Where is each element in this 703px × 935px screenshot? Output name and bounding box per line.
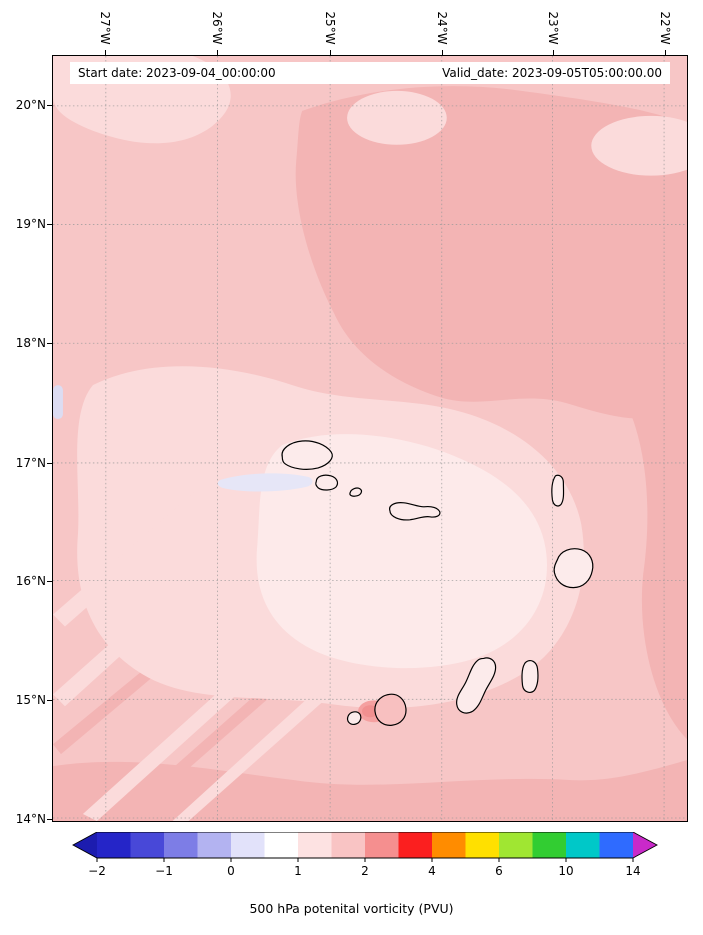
axis-tick xyxy=(47,819,52,820)
valid-date-label: Valid_date: 2023-09-05T05:00:00.00 xyxy=(442,66,662,80)
lon-label: 25°W xyxy=(323,11,337,45)
axis-tick xyxy=(665,50,666,55)
lon-label: 27°W xyxy=(98,11,112,45)
pv-lowest-region xyxy=(256,434,547,669)
axis-tick xyxy=(330,50,331,55)
island-outlines xyxy=(281,440,594,726)
axis-tick xyxy=(105,50,106,55)
colorbar-tick-label: −2 xyxy=(88,864,106,878)
colorbar-tick-label: 6 xyxy=(495,864,503,878)
lon-label: 26°W xyxy=(210,11,224,45)
colorbar-label: 500 hPa potenital vorticity (PVU) xyxy=(249,901,454,916)
colorbar-tick-label: 2 xyxy=(361,864,369,878)
lat-label: 19°N xyxy=(15,217,46,231)
lat-label: 18°N xyxy=(15,336,46,350)
axis-tick xyxy=(47,224,52,225)
start-date-label: Start date: 2023-09-04_00:00:00 xyxy=(78,66,276,80)
lat-label: 16°N xyxy=(15,574,46,588)
colorbar-tick-label: 4 xyxy=(428,864,436,878)
colorbar-tick-label: 10 xyxy=(558,864,574,878)
lat-label: 15°N xyxy=(15,693,46,707)
pv-negative-streaks xyxy=(53,385,313,492)
lat-label: 17°N xyxy=(15,456,46,470)
axis-tick xyxy=(553,50,554,55)
axis-tick xyxy=(47,581,52,582)
map-plot: Start date: 2023-09-04_00:00:00 Valid_da… xyxy=(52,55,688,822)
colorbar-tick-label: 14 xyxy=(625,864,641,878)
lat-label: 14°N xyxy=(15,812,46,826)
axis-tick xyxy=(47,700,52,701)
axis-tick xyxy=(47,343,52,344)
colorbar xyxy=(60,831,670,864)
lat-label: 20°N xyxy=(15,98,46,112)
axis-tick xyxy=(442,50,443,55)
colorbar-tick-label: 0 xyxy=(227,864,235,878)
colorbar-svg xyxy=(72,831,658,862)
annotation-strip: Start date: 2023-09-04_00:00:00 Valid_da… xyxy=(70,62,670,84)
lon-label: 23°W xyxy=(546,11,560,45)
axis-tick xyxy=(47,463,52,464)
pv-field xyxy=(53,56,687,821)
colorbar-tick-label: −1 xyxy=(155,864,173,878)
pv-high-regions xyxy=(53,86,687,821)
lon-label: 24°W xyxy=(435,11,449,45)
axis-tick xyxy=(217,50,218,55)
axis-tick xyxy=(47,105,52,106)
colorbar-tick-label: 1 xyxy=(294,864,302,878)
lon-label: 22°W xyxy=(658,11,672,45)
